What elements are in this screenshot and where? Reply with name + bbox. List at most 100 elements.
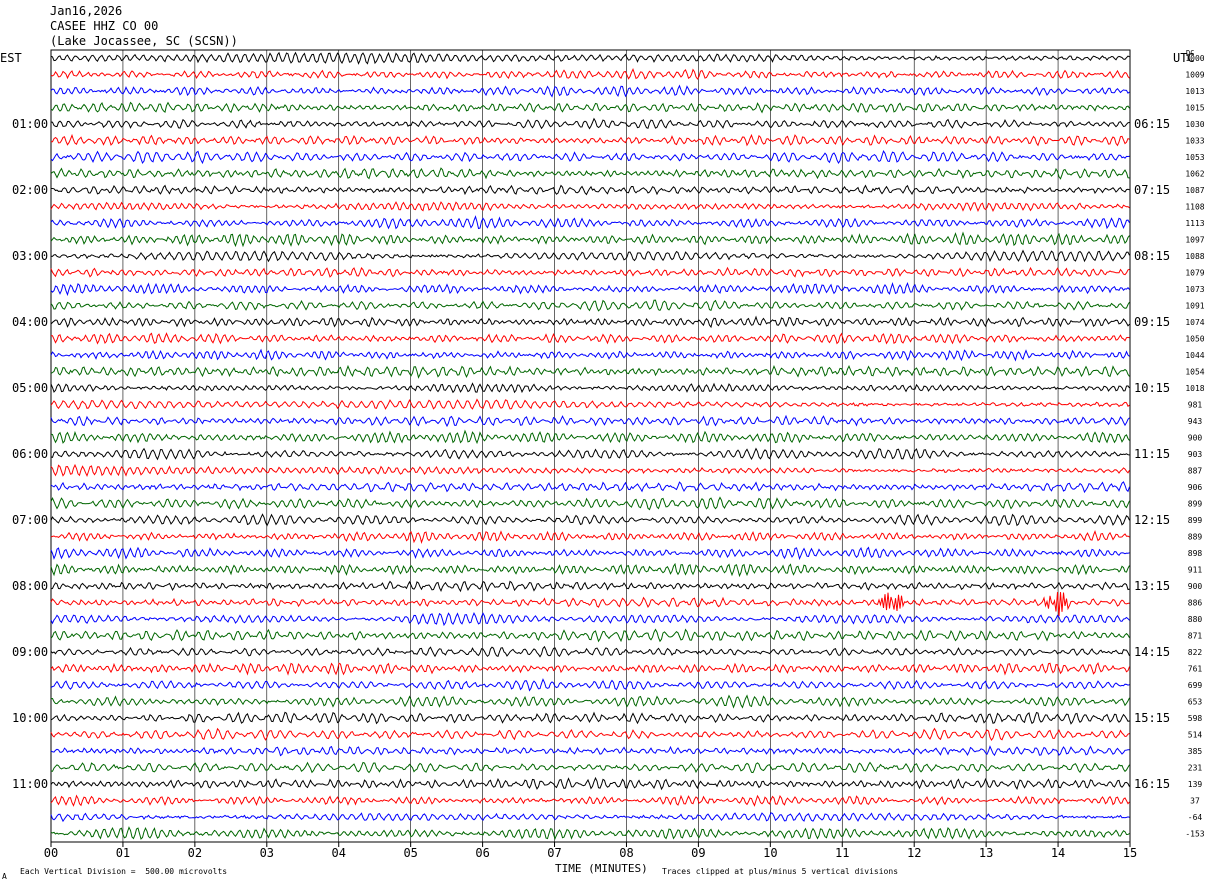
corner-mark: A [2,872,7,881]
dc-offset-label: 1091 [1185,302,1204,311]
dc-offset-label: 1088 [1185,252,1204,261]
x-tick-label: 06 [475,846,489,860]
seismic-trace [50,117,1130,130]
seismic-trace [50,463,1130,478]
seismic-trace [50,826,1130,841]
seismic-trace [50,201,1130,213]
seismic-trace [51,133,1130,147]
utc-hour-label: 07:15 [1134,183,1170,197]
est-hour-label: 02:00 [12,183,48,197]
x-tick-label: 11 [835,846,849,860]
utc-hour-label: 08:15 [1134,249,1170,263]
dc-offset-label: 1053 [1185,153,1204,162]
x-tick-label: 07 [547,846,561,860]
dc-offset-label: 1018 [1185,384,1204,393]
dc-offset-label: 880 [1188,615,1203,624]
utc-hour-label: 15:15 [1134,711,1170,725]
seismic-trace [50,628,1130,643]
est-hour-label: 04:00 [12,315,48,329]
dc-offset-label: 871 [1188,632,1203,641]
seismic-trace [50,231,1130,248]
seismic-trace [50,645,1130,658]
dc-offset-label: -64 [1188,813,1203,822]
dc-offset-label: 1074 [1185,318,1204,327]
dc-offset-label: 37 [1190,797,1200,806]
seismic-trace [50,580,1130,593]
seismic-trace [50,562,1130,578]
utc-hour-label: 14:15 [1134,645,1170,659]
dc-offset-label: 1113 [1185,219,1204,228]
x-axis-label: TIME (MINUTES) [555,862,648,875]
dc-offset-label: 886 [1188,599,1203,608]
dc-offset-label: 1079 [1185,269,1204,278]
seismic-trace [50,266,1130,278]
seismic-trace [50,496,1130,511]
x-tick-label: 03 [260,846,274,860]
utc-hour-label: 16:15 [1134,777,1170,791]
dc-offset-label: 1033 [1185,137,1204,146]
dc-offset-label: 761 [1188,665,1203,674]
dc-offset-label: 385 [1188,747,1203,756]
seismic-trace [50,215,1130,230]
est-hour-label: 01:00 [12,117,48,131]
est-hour-label: 08:00 [12,579,48,593]
x-tick-label: 10 [763,846,777,860]
clip-note: Traces clipped at plus/minus 5 vertical … [662,867,899,876]
seismic-trace [50,447,1130,461]
dc-offset-label: 898 [1188,549,1203,558]
seismic-trace [50,745,1130,757]
seismic-trace [50,299,1130,312]
seismic-trace [50,101,1130,114]
dc-offset-label: 1013 [1185,87,1204,96]
est-hour-label: 10:00 [12,711,48,725]
dc-offset-label: 699 [1188,681,1203,690]
x-tick-label: 00 [44,846,58,860]
dc-offset-label: 887 [1188,467,1203,476]
x-tick-label: 08 [619,846,633,860]
dc-offset-label: 899 [1188,500,1203,509]
dc-offset-label: 1054 [1185,368,1204,377]
seismic-trace [50,414,1130,428]
seismic-trace [50,149,1130,165]
dc-offset-label: 981 [1188,401,1203,410]
x-tick-label: 02 [188,846,202,860]
seismic-trace [50,611,1130,627]
seismic-trace [50,727,1130,742]
seismic-trace [50,546,1130,561]
x-tick-label: 12 [907,846,921,860]
dc-offset-label: 1030 [1185,120,1204,129]
dc-offset-label: -153 [1185,830,1204,839]
dc-offset-label: 1073 [1185,285,1204,294]
seismic-trace [50,481,1130,494]
dc-offset-label: 911 [1188,566,1203,575]
x-tick-label: 14 [1051,846,1065,860]
seismic-trace [50,315,1130,329]
x-tick-label: 15 [1123,846,1137,860]
seismic-trace [50,776,1130,791]
x-tick-label: 09 [691,846,705,860]
seismic-trace [50,398,1130,410]
seismic-trace [50,348,1130,362]
dc-offset-label: 1108 [1185,203,1204,212]
dc-offset-label: 900 [1188,434,1203,443]
seismic-trace [50,429,1130,445]
seismic-trace [50,382,1130,394]
seismic-trace [50,249,1130,263]
utc-hour-label: 11:15 [1134,447,1170,461]
x-tick-label: 04 [332,846,346,860]
dc-offset-label: 1009 [1185,71,1204,80]
dc-offset-label: 900 [1188,582,1203,591]
dc-offset-label: 598 [1188,714,1203,723]
vertical-scale-note: Each Vertical Division = 500.00 microvol… [20,867,228,876]
seismic-trace [50,364,1130,379]
seismic-trace [50,592,1130,617]
est-hour-label: 06:00 [12,447,48,461]
seismic-trace [50,282,1130,297]
dc-offset-header: DC [1186,49,1195,57]
seismic-trace [51,184,1130,196]
seismic-trace [50,694,1130,709]
est-hour-label: 03:00 [12,249,48,263]
utc-timezone-label: UTC [1173,51,1195,65]
seismic-trace [50,711,1130,725]
